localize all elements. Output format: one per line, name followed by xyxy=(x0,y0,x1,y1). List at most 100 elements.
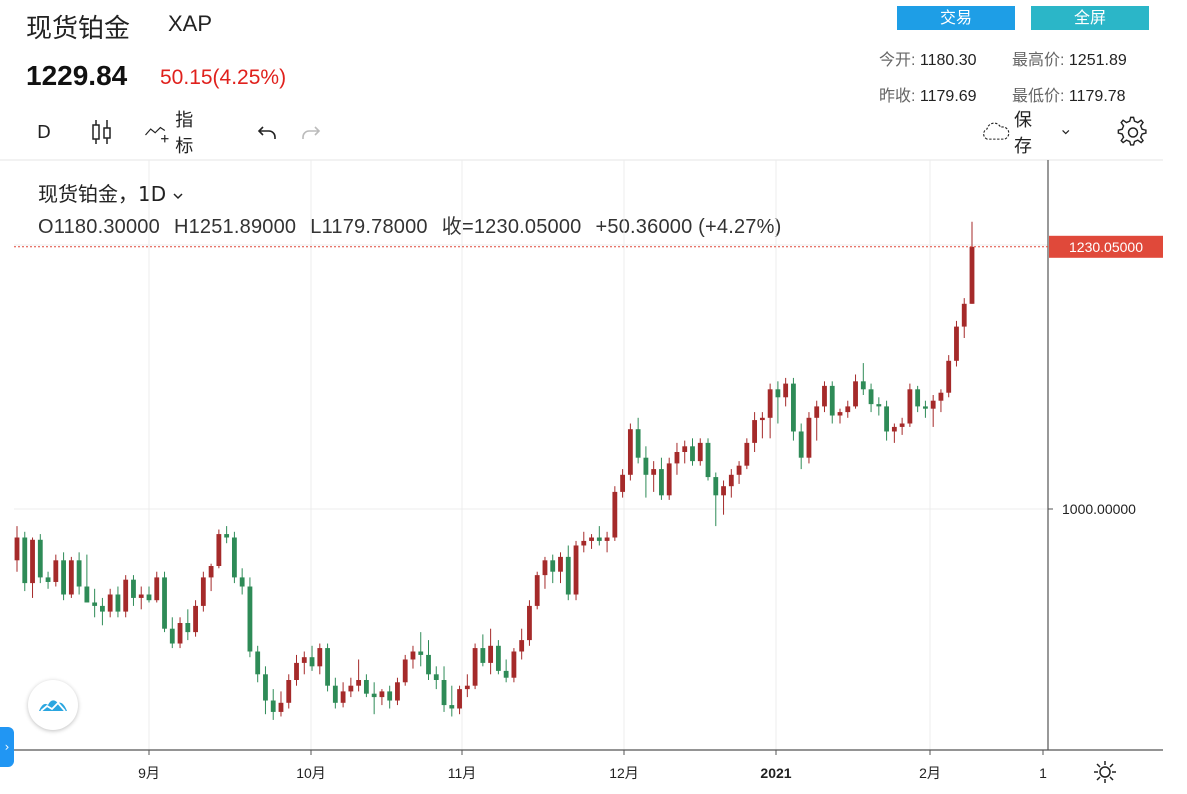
undo-icon xyxy=(257,126,276,139)
candle xyxy=(682,440,688,464)
candle xyxy=(441,666,447,712)
candle xyxy=(822,381,827,413)
candle xyxy=(356,659,362,692)
stat-low-value: 1179.78 xyxy=(1068,88,1126,105)
candle xyxy=(736,461,742,484)
candle xyxy=(503,659,509,683)
candle xyxy=(752,412,758,452)
candle xyxy=(99,597,105,626)
candle xyxy=(612,486,618,541)
candle xyxy=(837,408,843,424)
side-panel-toggle[interactable]: › xyxy=(0,727,14,767)
stat-prev-close: 昨收: 1179.69 xyxy=(879,82,977,106)
chevron-down-icon xyxy=(173,193,184,200)
candle xyxy=(946,355,952,398)
save-button[interactable]: 保存 xyxy=(980,110,1070,157)
stat-high: 最高价: 1251.89 xyxy=(1012,46,1127,70)
instrument-symbol: XAP xyxy=(168,11,213,36)
candle xyxy=(185,609,191,641)
ohlc-legend: O1180.30000 H1251.89000 L1179.78000 收=1230.… xyxy=(38,210,781,239)
last-price-tag xyxy=(1049,235,1163,258)
candle xyxy=(783,377,789,407)
sun-settings-icon xyxy=(1094,761,1116,783)
tradingview-logo[interactable] xyxy=(28,680,78,730)
candle xyxy=(596,526,602,546)
candle xyxy=(697,438,703,466)
candle xyxy=(961,298,967,338)
indicators-label: 指标 xyxy=(175,110,194,157)
candle xyxy=(61,552,66,601)
legend-low: L1179.78000 xyxy=(310,216,428,238)
candle-style-button[interactable] xyxy=(90,116,114,148)
candle xyxy=(115,586,121,618)
redo-icon xyxy=(302,126,321,139)
candle xyxy=(208,563,214,592)
candle xyxy=(286,674,292,709)
candle xyxy=(542,556,548,589)
candle xyxy=(845,400,851,418)
candle xyxy=(193,600,198,637)
candle xyxy=(247,577,253,658)
candle xyxy=(899,417,905,435)
candle xyxy=(224,526,230,544)
candle xyxy=(231,531,237,584)
interval-button[interactable]: D xyxy=(37,116,51,148)
candle xyxy=(387,685,393,709)
candle xyxy=(348,677,354,698)
stat-prev-close-label: 昨收: xyxy=(879,88,916,105)
candle xyxy=(876,397,882,416)
candle xyxy=(620,469,626,498)
indicators-icon xyxy=(145,126,169,143)
candle xyxy=(332,677,338,709)
series-legend[interactable]: 现货铂金，1D xyxy=(38,178,184,207)
candle xyxy=(169,617,175,649)
x-tick-label: 2021 xyxy=(760,765,791,781)
candle xyxy=(309,645,315,671)
candle xyxy=(558,552,563,584)
candle xyxy=(674,442,680,475)
fullscreen-button[interactable]: 全屏 xyxy=(1031,6,1149,30)
candle xyxy=(868,383,874,413)
settings-button[interactable] xyxy=(1117,116,1149,148)
redo-button[interactable] xyxy=(300,116,322,148)
candle xyxy=(550,554,556,584)
stat-open: 今开: 1180.30 xyxy=(879,46,977,70)
x-tick-label: 9月 xyxy=(138,765,160,781)
candle xyxy=(22,531,28,592)
candle xyxy=(138,586,144,610)
last-price: 1229.84 xyxy=(26,60,128,91)
trade-button[interactable]: 交易 xyxy=(897,6,1015,30)
undo-button[interactable] xyxy=(256,116,278,148)
candle xyxy=(721,480,726,515)
candle xyxy=(907,383,913,427)
candle xyxy=(363,674,369,698)
price-change: 50.15(4.25%) xyxy=(160,66,287,89)
candle xyxy=(45,571,51,589)
indicators-button[interactable]: 指标 xyxy=(144,110,202,157)
candle xyxy=(216,529,222,569)
candle xyxy=(589,534,594,549)
candle xyxy=(76,552,82,595)
candle xyxy=(317,643,323,675)
candle xyxy=(426,640,431,680)
candle xyxy=(464,674,470,698)
candle xyxy=(759,412,765,439)
candle xyxy=(511,648,517,683)
candle xyxy=(527,600,532,646)
candle xyxy=(791,377,796,441)
candle xyxy=(84,554,90,603)
candle xyxy=(177,617,183,649)
candle xyxy=(68,556,74,598)
candle xyxy=(371,682,377,715)
candle xyxy=(255,645,261,683)
candle xyxy=(860,363,866,395)
stat-open-value: 1180.30 xyxy=(919,52,977,69)
candle xyxy=(123,575,129,618)
candle xyxy=(30,537,35,598)
candle xyxy=(923,400,928,418)
candle xyxy=(573,540,579,601)
stat-high-label: 最高价: xyxy=(1012,52,1065,69)
axis-settings-button[interactable] xyxy=(1093,760,1117,784)
chevron-down-icon xyxy=(1061,130,1069,135)
candle xyxy=(278,691,284,717)
